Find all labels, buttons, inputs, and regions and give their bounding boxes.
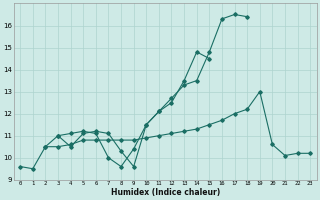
- X-axis label: Humidex (Indice chaleur): Humidex (Indice chaleur): [111, 188, 220, 197]
